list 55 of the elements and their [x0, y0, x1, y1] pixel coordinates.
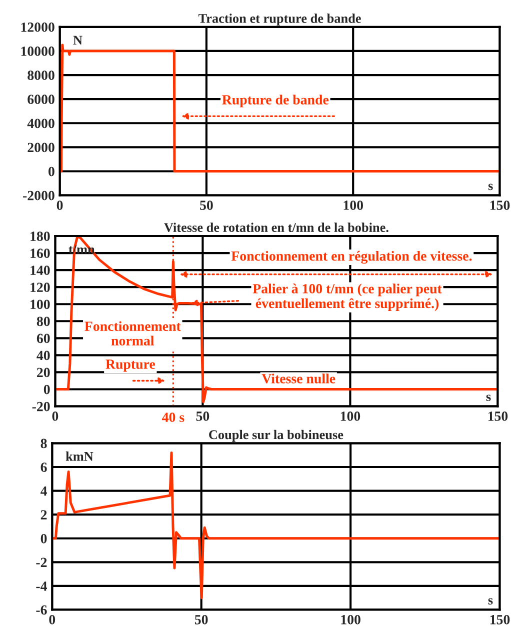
y-tick-label: 6 — [40, 462, 47, 472]
y-tick-label: 2 — [40, 510, 47, 520]
line-series — [60, 44, 500, 173]
y-tick-label: 0 — [40, 534, 47, 544]
y-tick-label: 60 — [36, 334, 50, 344]
annotation: Palier à 100 t/mn (ce palier peut éventuellement être supprimé.) — [252, 284, 442, 311]
line-series — [55, 236, 498, 404]
y-tick-label: -20 — [32, 402, 50, 412]
annotation: Fonctionnement normal — [84, 321, 181, 346]
ref-line-label: 40 s — [162, 412, 184, 422]
annotation: Fonctionnement en régulation de vitesse. — [231, 250, 472, 264]
annotation: Rupture — [106, 360, 156, 372]
y-tick-label: 10000 — [21, 46, 54, 56]
annotation: Rupture de bande — [222, 94, 329, 108]
y-tick-label: 8 — [40, 438, 47, 448]
x-axis-title: s — [486, 394, 491, 402]
y-tick-label: 12000 — [21, 22, 54, 32]
x-tick-label: 150 — [488, 412, 508, 421]
y-tick-label: 8000 — [28, 70, 54, 80]
x-axis-title: s — [488, 184, 493, 190]
y-tick-label: 6000 — [28, 94, 54, 104]
y-tick-label: 2000 — [28, 142, 54, 152]
chart-title: Couple sur la bobineuse — [209, 430, 344, 442]
y-tick-label: 0 — [44, 384, 50, 394]
chart-title: Vitesse de rotation en t/mn de la bobine. — [164, 222, 388, 232]
x-tick-label: 100 — [344, 200, 363, 210]
annotation: Vitesse nulle — [262, 374, 336, 384]
y-tick-label: 100 — [30, 300, 50, 310]
y-tick-label: 20 — [37, 368, 50, 378]
y-tick-label: -4 — [36, 582, 48, 591]
y-tick-label: 40 — [36, 350, 50, 360]
y-tick-label: -6 — [36, 605, 47, 615]
y-tick-label: 4000 — [27, 118, 54, 128]
x-tick-label: 50 — [196, 412, 210, 421]
y-axis-title: kmN — [66, 452, 94, 461]
y-tick-label: 180 — [30, 232, 50, 241]
y-tick-label: -2000 — [23, 190, 54, 200]
y-tick-label: 0 — [48, 166, 54, 176]
x-axis-title: s — [488, 598, 493, 605]
y-tick-label: 120 — [30, 282, 50, 292]
x-tick-label: 150 — [490, 614, 510, 624]
x-tick-label: 0 — [56, 200, 63, 210]
x-tick-label: 100 — [340, 412, 360, 421]
y-tick-label: 80 — [36, 316, 50, 326]
x-tick-label: 50 — [200, 200, 213, 210]
y-axis-title: N — [73, 36, 82, 44]
y-tick-label: 140 — [30, 266, 50, 276]
y-tick-label: 4 — [40, 486, 48, 496]
x-tick-label: 100 — [341, 614, 360, 624]
x-tick-label: 50 — [194, 614, 208, 624]
chart-title: Traction et rupture de bande — [198, 14, 361, 26]
y-tick-label: 160 — [30, 248, 50, 258]
x-tick-label: 150 — [490, 200, 510, 210]
line-series — [52, 451, 500, 600]
y-tick-label: -2 — [36, 558, 47, 567]
